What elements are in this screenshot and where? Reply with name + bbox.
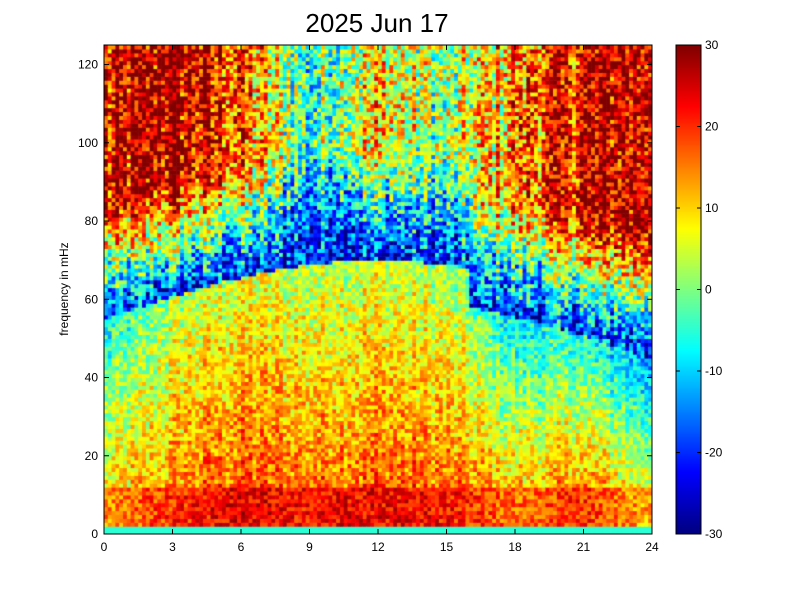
colorbar-tick-label: 20 [705,120,719,134]
y-tick-label: 0 [91,527,98,541]
y-tick-label: 20 [85,449,99,463]
x-tick-label: 0 [101,540,108,554]
x-tick-label: 6 [238,540,245,554]
y-tick-label: 100 [78,136,98,150]
spectrogram-heatmap [104,45,652,534]
colorbar-ticks: -30 -20 -10 0 10 20 30 [676,38,723,541]
colorbar-gradient [676,45,701,534]
colorbar: -30 -20 -10 0 10 20 30 [675,38,723,541]
y-tick-label: 60 [85,292,99,306]
colorbar-tick-label: -20 [705,446,723,460]
x-tick-label: 9 [306,540,313,554]
colorbar-tick-label: -10 [705,364,723,378]
x-tick-label: 3 [169,540,176,554]
colorbar-tick-label: -30 [705,527,723,541]
y-axis-label: frequency in mHz [57,242,71,335]
colorbar-tick-label: 30 [705,38,719,52]
y-tick-label: 80 [85,214,99,228]
x-tick-label: 24 [645,540,659,554]
x-tick-label: 15 [440,540,454,554]
y-tick-label: 120 [78,58,98,72]
x-tick-label: 18 [508,540,522,554]
y-axis: 0 20 40 60 80 100 120 [78,58,652,541]
colorbar-tick-label: 10 [705,201,719,215]
colorbar-tick-label: 0 [705,283,712,297]
heatmap-plot-area [103,44,653,535]
chart-title: 2025 Jun 17 [305,8,448,38]
x-axis: 0 3 6 9 12 15 18 21 24 [101,45,659,554]
x-tick-label: 12 [371,540,385,554]
y-tick-label: 40 [85,371,99,385]
x-tick-label: 21 [577,540,591,554]
